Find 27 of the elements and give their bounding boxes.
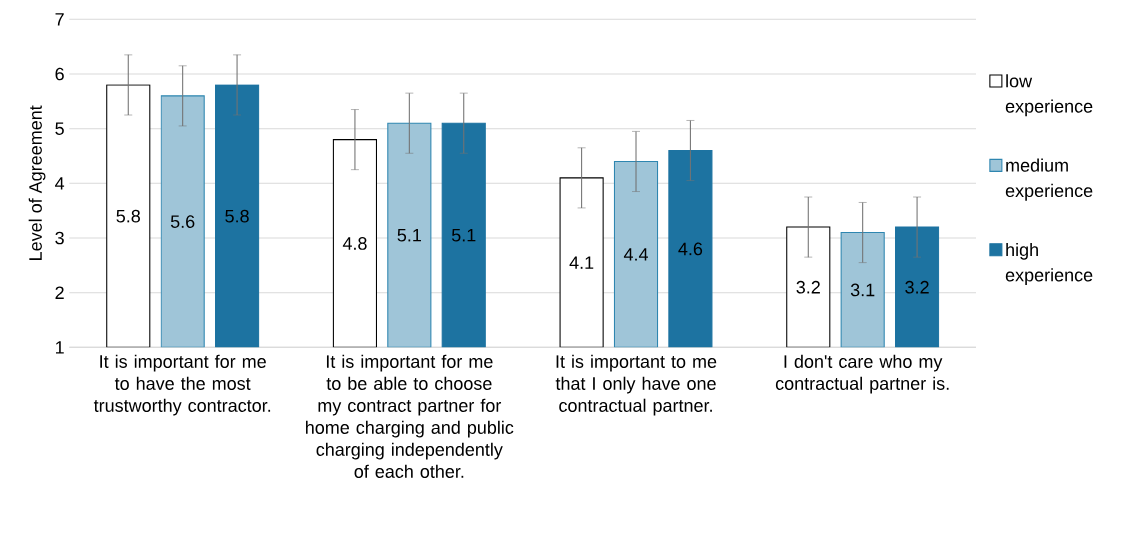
data-label: 5.1 — [397, 228, 421, 242]
y-tick-label: 7 — [55, 13, 64, 26]
data-label: 4.8 — [342, 237, 367, 250]
y-tick-label: 2 — [55, 286, 64, 299]
y-tick-label: 3 — [55, 231, 64, 245]
y-axis-title: Level of Agreement — [28, 105, 46, 260]
y-tick-label: 4 — [55, 177, 65, 190]
data-label: 3.2 — [796, 280, 820, 294]
y-tick-label: 6 — [55, 67, 64, 81]
y-tick-label: 5 — [55, 122, 64, 135]
y-tick-label: 1 — [55, 341, 64, 354]
legend-label: medium experience — [1005, 158, 1093, 201]
x-tick-label: It is important to me that I only have one contractual partner. — [555, 354, 717, 416]
data-label: 3.1 — [850, 283, 875, 297]
data-label: 4.1 — [569, 256, 594, 269]
legend-label: low experience — [1005, 74, 1093, 117]
data-label: 5.6 — [170, 215, 195, 228]
data-label: 4.4 — [623, 248, 648, 261]
data-label: 5.1 — [451, 228, 476, 242]
x-tick-label: I don't care who my contractual partner is. — [775, 354, 949, 394]
data-label: 4.6 — [678, 242, 703, 256]
x-tick-label: It is important for me to have the most trustworthy contractor. — [93, 354, 271, 416]
x-tick-label: It is important for me to be able to choose my contract partner for home charging and public charging independently of each other. — [306, 354, 514, 478]
data-label: 3.2 — [905, 280, 929, 294]
legend-label: high experience — [1005, 242, 1093, 286]
data-label: 5.8 — [225, 209, 249, 223]
data-label: 5.8 — [116, 209, 140, 223]
